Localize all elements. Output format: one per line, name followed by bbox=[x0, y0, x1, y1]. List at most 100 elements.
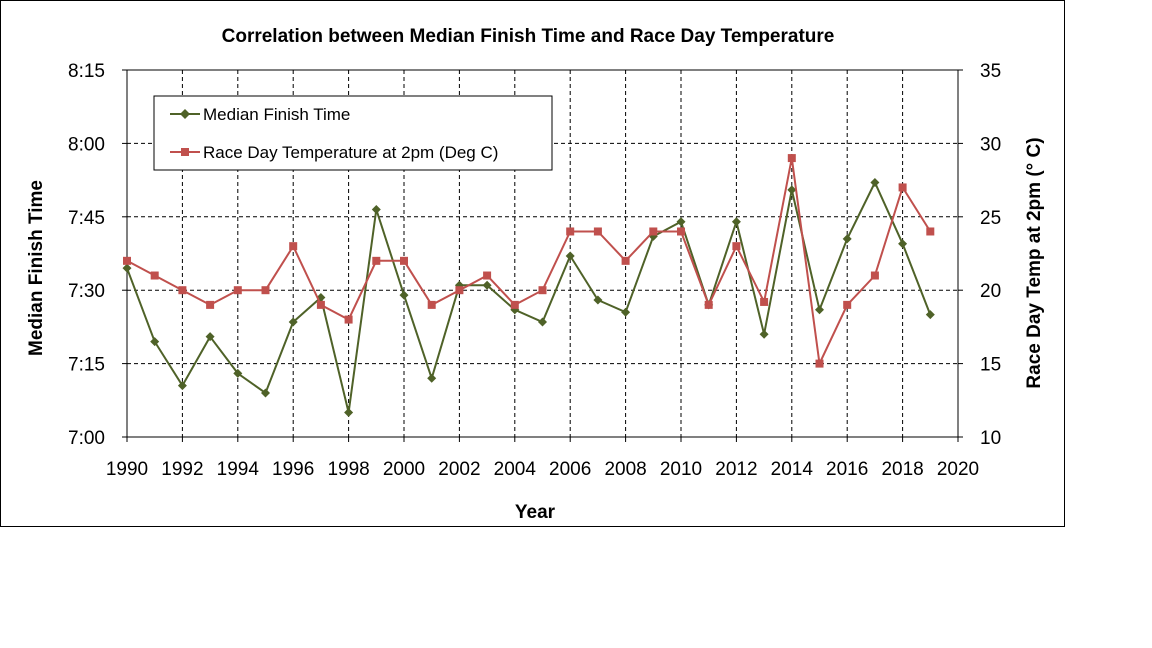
point-temperature bbox=[649, 227, 658, 236]
point-temperature bbox=[510, 300, 519, 309]
x-tick-label: 2014 bbox=[771, 459, 814, 480]
x-tick-label: 2020 bbox=[937, 459, 979, 480]
x-axis-title: Year bbox=[515, 502, 556, 523]
point-temperature bbox=[316, 300, 325, 309]
x-tick-label: 2016 bbox=[826, 459, 868, 480]
point-finish-time bbox=[288, 317, 298, 327]
point-finish-time bbox=[233, 368, 243, 378]
x-tick-label: 2006 bbox=[549, 459, 591, 480]
point-finish-time bbox=[344, 408, 354, 418]
point-temperature bbox=[870, 271, 879, 280]
point-temperature bbox=[455, 286, 464, 295]
point-finish-time bbox=[870, 178, 880, 188]
point-temperature bbox=[621, 256, 630, 265]
point-temperature bbox=[123, 256, 131, 265]
legend-label-finish-time: Median Finish Time bbox=[203, 105, 350, 124]
x-tick-label: 2010 bbox=[660, 459, 702, 480]
point-temperature bbox=[732, 242, 741, 251]
point-temperature bbox=[704, 300, 713, 309]
point-finish-time bbox=[842, 234, 852, 244]
y-right-tick-label: 25 bbox=[980, 208, 1001, 229]
y-right-tick-label: 30 bbox=[980, 134, 1001, 155]
point-finish-time bbox=[371, 204, 381, 214]
point-finish-time bbox=[122, 263, 132, 273]
point-finish-time bbox=[787, 185, 797, 195]
point-finish-time bbox=[177, 381, 187, 391]
y-left-tick-label: 8:00 bbox=[68, 134, 105, 155]
x-tick-label: 2012 bbox=[715, 459, 757, 480]
point-finish-time bbox=[261, 388, 270, 398]
point-finish-time bbox=[399, 290, 409, 300]
point-temperature bbox=[427, 300, 436, 309]
point-finish-time bbox=[150, 337, 160, 347]
point-temperature bbox=[787, 154, 796, 163]
point-finish-time bbox=[482, 280, 492, 290]
x-tick-label: 2004 bbox=[494, 459, 537, 480]
point-finish-time bbox=[205, 332, 215, 342]
x-tick-label: 1996 bbox=[272, 459, 314, 480]
y-left-tick-label: 7:00 bbox=[68, 428, 105, 449]
point-temperature bbox=[815, 359, 824, 368]
point-temperature bbox=[483, 271, 492, 280]
y-right-tick-label: 15 bbox=[980, 355, 1001, 376]
series-layer bbox=[122, 154, 935, 418]
x-tick-label: 1990 bbox=[106, 459, 148, 480]
point-finish-time bbox=[898, 239, 908, 249]
y-right-tick-label: 35 bbox=[980, 61, 1001, 82]
x-tick-label: 2018 bbox=[881, 459, 923, 480]
legend-marker-finish-time bbox=[180, 109, 190, 119]
point-temperature bbox=[898, 183, 907, 192]
point-temperature bbox=[593, 227, 602, 236]
point-temperature bbox=[926, 227, 935, 236]
series-line-temperature bbox=[126, 157, 932, 368]
legend: Median Finish Time Race Day Temperature … bbox=[153, 95, 553, 171]
x-tick-label: 1992 bbox=[161, 459, 203, 480]
plot-area bbox=[126, 69, 959, 438]
y-right-tick-label: 10 bbox=[980, 428, 1001, 449]
point-finish-time bbox=[731, 217, 741, 227]
legend-marker-temperature bbox=[181, 148, 189, 156]
point-temperature bbox=[677, 227, 685, 236]
point-temperature bbox=[760, 297, 769, 306]
y-left-tick-label: 8:15 bbox=[68, 61, 105, 82]
point-temperature bbox=[178, 286, 187, 295]
point-finish-time bbox=[565, 251, 575, 261]
y-axis-right-title: Race Day Temp at 2pm (° C) bbox=[1024, 137, 1045, 388]
chart-title: Correlation between Median Finish Time a… bbox=[222, 26, 835, 47]
point-temperature bbox=[261, 286, 270, 295]
legend-label-temperature: Race Day Temperature at 2pm (Deg C) bbox=[203, 143, 498, 162]
axis-ticks: 1990 1992 1994 1996 1998 2000 2002 2004 2006 2008… bbox=[68, 61, 1001, 480]
point-finish-time bbox=[815, 305, 824, 315]
point-finish-time bbox=[925, 310, 935, 320]
point-temperature bbox=[566, 227, 575, 236]
point-finish-time bbox=[759, 329, 769, 339]
x-tick-label: 1998 bbox=[327, 459, 369, 480]
y-axis-left-title: Median Finish Time bbox=[26, 180, 47, 356]
point-finish-time bbox=[593, 295, 603, 305]
point-finish-time bbox=[621, 307, 631, 317]
point-temperature bbox=[538, 286, 547, 295]
y-left-tick-label: 7:15 bbox=[68, 355, 105, 376]
point-temperature bbox=[372, 256, 381, 265]
point-temperature bbox=[289, 242, 298, 251]
point-temperature bbox=[400, 256, 408, 265]
x-tick-label: 2000 bbox=[383, 459, 425, 480]
x-tick-label: 2008 bbox=[604, 459, 646, 480]
x-tick-label: 1994 bbox=[217, 459, 260, 480]
y-left-tick-label: 7:30 bbox=[68, 281, 105, 302]
point-finish-time bbox=[427, 373, 437, 383]
series-line-finish-time bbox=[126, 180, 932, 413]
point-finish-time bbox=[538, 317, 547, 327]
legend-box bbox=[153, 95, 553, 171]
point-temperature bbox=[843, 300, 852, 309]
chart-frame bbox=[0, 0, 1065, 527]
point-temperature bbox=[150, 271, 159, 280]
y-left-tick-label: 7:45 bbox=[68, 208, 105, 229]
point-temperature bbox=[233, 286, 242, 295]
x-tick-label: 2002 bbox=[438, 459, 480, 480]
y-right-tick-label: 20 bbox=[980, 281, 1001, 302]
point-temperature bbox=[206, 300, 215, 309]
point-temperature bbox=[344, 315, 353, 324]
point-finish-time bbox=[676, 217, 686, 227]
